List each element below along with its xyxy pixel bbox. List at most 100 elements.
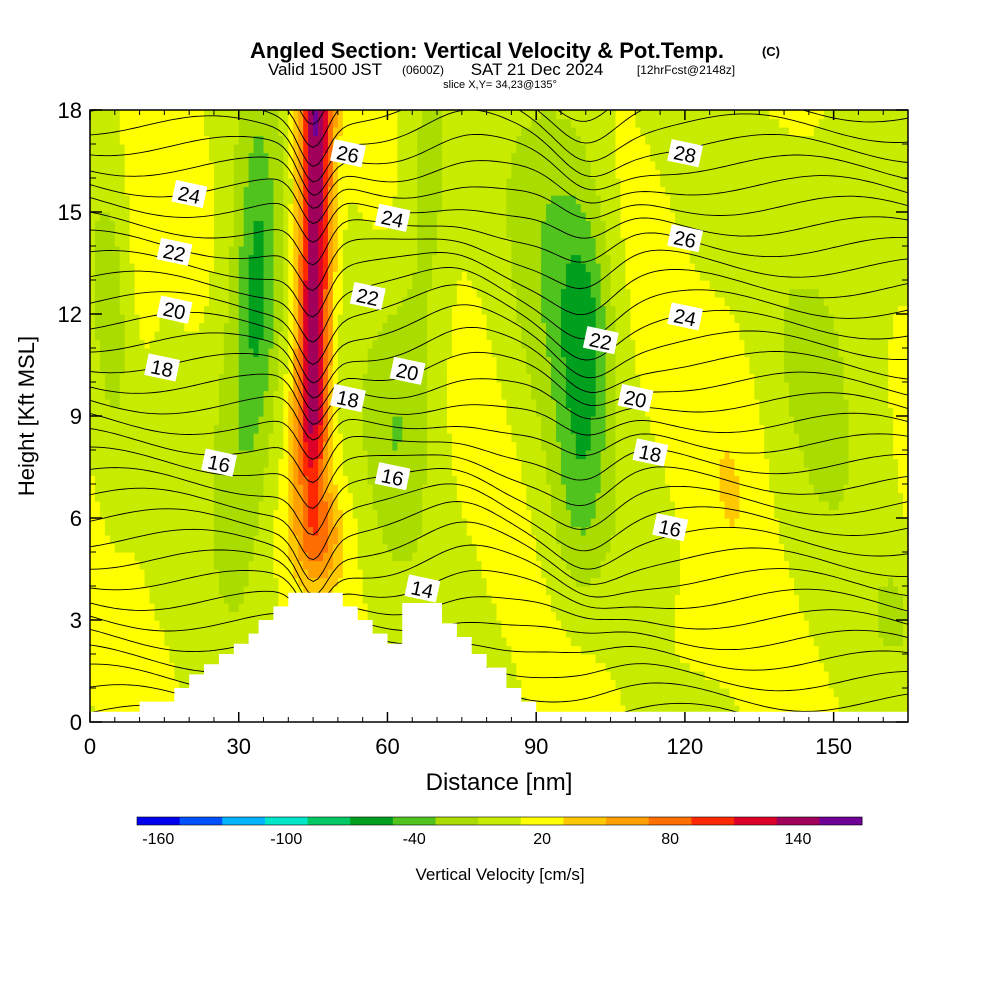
velocity-cell xyxy=(228,314,235,324)
velocity-cell xyxy=(179,526,185,536)
velocity-cell xyxy=(99,373,106,383)
velocity-cell xyxy=(407,458,413,468)
velocity-cell xyxy=(134,118,141,128)
velocity-cell xyxy=(104,407,111,417)
velocity-cell xyxy=(298,348,304,358)
velocity-cell xyxy=(213,161,220,171)
velocity-cell xyxy=(109,263,116,273)
velocity-cell xyxy=(169,586,175,596)
velocity-cell xyxy=(248,552,255,562)
velocity-cell xyxy=(253,110,260,120)
velocity-cell xyxy=(243,450,250,460)
velocity-cell xyxy=(169,492,175,502)
velocity-cell xyxy=(233,628,240,638)
velocity-cell xyxy=(248,424,255,434)
velocity-cell xyxy=(129,433,136,443)
velocity-cell xyxy=(223,552,230,562)
velocity-cell xyxy=(278,246,284,256)
velocity-cell xyxy=(248,365,255,375)
velocity-cell xyxy=(253,331,260,341)
velocity-cell xyxy=(134,390,141,400)
velocity-cell xyxy=(204,645,210,655)
velocity-cell xyxy=(243,535,250,545)
velocity-cell xyxy=(397,254,403,264)
velocity-cell xyxy=(174,339,180,349)
velocity-cell xyxy=(308,586,314,596)
velocity-cell xyxy=(223,203,230,213)
velocity-cell xyxy=(149,110,156,120)
velocity-cell xyxy=(332,246,339,256)
velocity-cell xyxy=(94,331,101,341)
velocity-cell xyxy=(327,322,334,332)
velocity-cell xyxy=(313,390,319,400)
velocity-cell xyxy=(129,382,136,392)
velocity-cell xyxy=(208,484,215,494)
velocity-cell xyxy=(323,288,329,298)
velocity-cell xyxy=(263,458,270,468)
velocity-cell xyxy=(397,594,403,604)
velocity-cell xyxy=(194,654,200,664)
velocity-cell xyxy=(238,501,245,511)
velocity-cell xyxy=(337,212,344,222)
velocity-cell xyxy=(159,645,165,655)
velocity-cell xyxy=(124,492,131,502)
velocity-cell xyxy=(402,127,408,137)
velocity-cell xyxy=(204,552,210,562)
velocity-cell xyxy=(318,475,324,485)
velocity-cell xyxy=(407,407,413,417)
velocity-cell xyxy=(283,475,289,485)
velocity-cell xyxy=(114,552,121,562)
velocity-cell xyxy=(144,348,151,358)
velocity-cell xyxy=(164,433,170,443)
velocity-cell xyxy=(139,509,146,519)
velocity-cell xyxy=(367,390,374,400)
velocity-cell xyxy=(90,152,96,162)
velocity-cell xyxy=(392,169,398,179)
velocity-cell xyxy=(109,518,116,528)
velocity-cell xyxy=(308,433,314,443)
velocity-cell xyxy=(427,416,433,426)
velocity-cell xyxy=(362,484,369,494)
velocity-cell xyxy=(417,484,423,494)
velocity-cell xyxy=(243,229,250,239)
velocity-cell xyxy=(382,127,389,137)
velocity-cell xyxy=(382,492,389,502)
velocity-cell xyxy=(208,331,215,341)
velocity-cell xyxy=(387,407,394,417)
velocity-cell xyxy=(238,526,245,536)
velocity-cell xyxy=(94,237,101,247)
velocity-cell xyxy=(352,450,359,460)
velocity-cell xyxy=(179,518,185,528)
velocity-cell xyxy=(134,212,141,222)
velocity-cell xyxy=(303,501,309,511)
velocity-cell xyxy=(119,254,126,264)
velocity-cell xyxy=(258,254,265,264)
velocity-cell xyxy=(387,628,394,638)
velocity-cell xyxy=(273,484,279,494)
velocity-cell xyxy=(308,220,314,230)
velocity-cell xyxy=(293,212,299,222)
velocity-cell xyxy=(417,492,423,502)
velocity-cell xyxy=(387,509,394,519)
velocity-cell xyxy=(199,416,205,426)
velocity-cell xyxy=(313,441,319,451)
velocity-cell xyxy=(377,229,384,239)
velocity-cell xyxy=(213,144,220,154)
velocity-cell xyxy=(99,382,106,392)
velocity-cell xyxy=(90,645,96,655)
velocity-cell xyxy=(134,586,141,596)
velocity-cell xyxy=(318,229,324,239)
velocity-cell xyxy=(189,637,195,647)
velocity-cell xyxy=(382,518,389,528)
velocity-cell xyxy=(104,212,111,222)
velocity-cell xyxy=(352,263,359,273)
velocity-cell xyxy=(308,263,314,273)
velocity-cell xyxy=(134,441,141,451)
velocity-cell xyxy=(283,305,289,315)
velocity-cell xyxy=(90,195,96,205)
velocity-cell xyxy=(104,679,111,689)
velocity-cell xyxy=(134,271,141,281)
velocity-cell xyxy=(372,594,379,604)
velocity-cell xyxy=(342,212,349,222)
velocity-cell xyxy=(392,450,398,460)
